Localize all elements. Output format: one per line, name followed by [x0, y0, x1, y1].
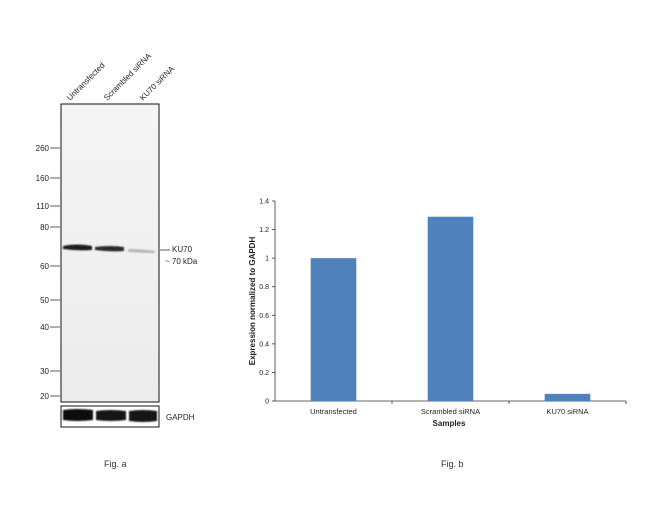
x-tick-label: Scrambled siRNA [421, 407, 480, 416]
bar [310, 258, 357, 401]
marker-label: 80 [40, 223, 49, 232]
band-scrambled [95, 246, 124, 252]
marker-label: 160 [36, 174, 50, 183]
marker-label: 40 [40, 323, 49, 332]
gapdh-label: GAPDH [166, 413, 195, 422]
x-tick-label: Untransfected [310, 407, 357, 416]
gapdh-band-untransfected [63, 409, 93, 421]
figure-a-caption: Fig. a [104, 459, 127, 469]
band-untransfected [63, 244, 92, 251]
marker-label: 110 [36, 202, 49, 211]
mw-markers: 260 160 110 80 60 50 40 30 20 [36, 144, 60, 401]
bar [544, 393, 591, 401]
gapdh-band-ku70 [129, 410, 157, 422]
bar [427, 216, 474, 401]
figure-b-caption: Fig. b [441, 459, 464, 469]
marker-label: 20 [40, 392, 49, 401]
y-axis-label: Expression normalized to GAPDH [248, 237, 257, 366]
x-tick-label: KU70 siRNA [546, 407, 588, 416]
y-tick-label: 0.6 [259, 313, 269, 320]
y-tick-label: 1.2 [259, 227, 269, 234]
y-tick-label: 0.8 [259, 284, 269, 291]
gapdh-band-scrambled [96, 410, 126, 421]
gapdh-bands [63, 409, 157, 422]
x-axis-label: Samples [433, 419, 466, 428]
band-label-size: ~ 70 kDa [165, 257, 198, 266]
blot-panel [60, 103, 160, 403]
chart-bars [310, 216, 591, 401]
marker-label: 260 [36, 144, 50, 153]
band-label-name: KU70 [172, 245, 193, 254]
marker-label: 60 [40, 262, 49, 271]
y-tick-label: 0.2 [259, 370, 269, 377]
y-tick-label: 1.4 [259, 199, 269, 206]
y-tick-label: 1 [265, 256, 269, 263]
y-tick-label: 0 [265, 399, 269, 406]
band-ku70-sirna [128, 249, 155, 253]
marker-label: 50 [40, 296, 49, 305]
marker-label: 30 [40, 367, 49, 376]
ku70-bands [63, 244, 155, 253]
y-tick-label: 0.4 [259, 341, 269, 348]
x-tick-labels: Untransfected Scrambled siRNA KU70 siRNA [310, 407, 588, 416]
y-tick-labels: 0 0.2 0.4 0.6 0.8 1 1.2 1.4 [259, 199, 269, 406]
